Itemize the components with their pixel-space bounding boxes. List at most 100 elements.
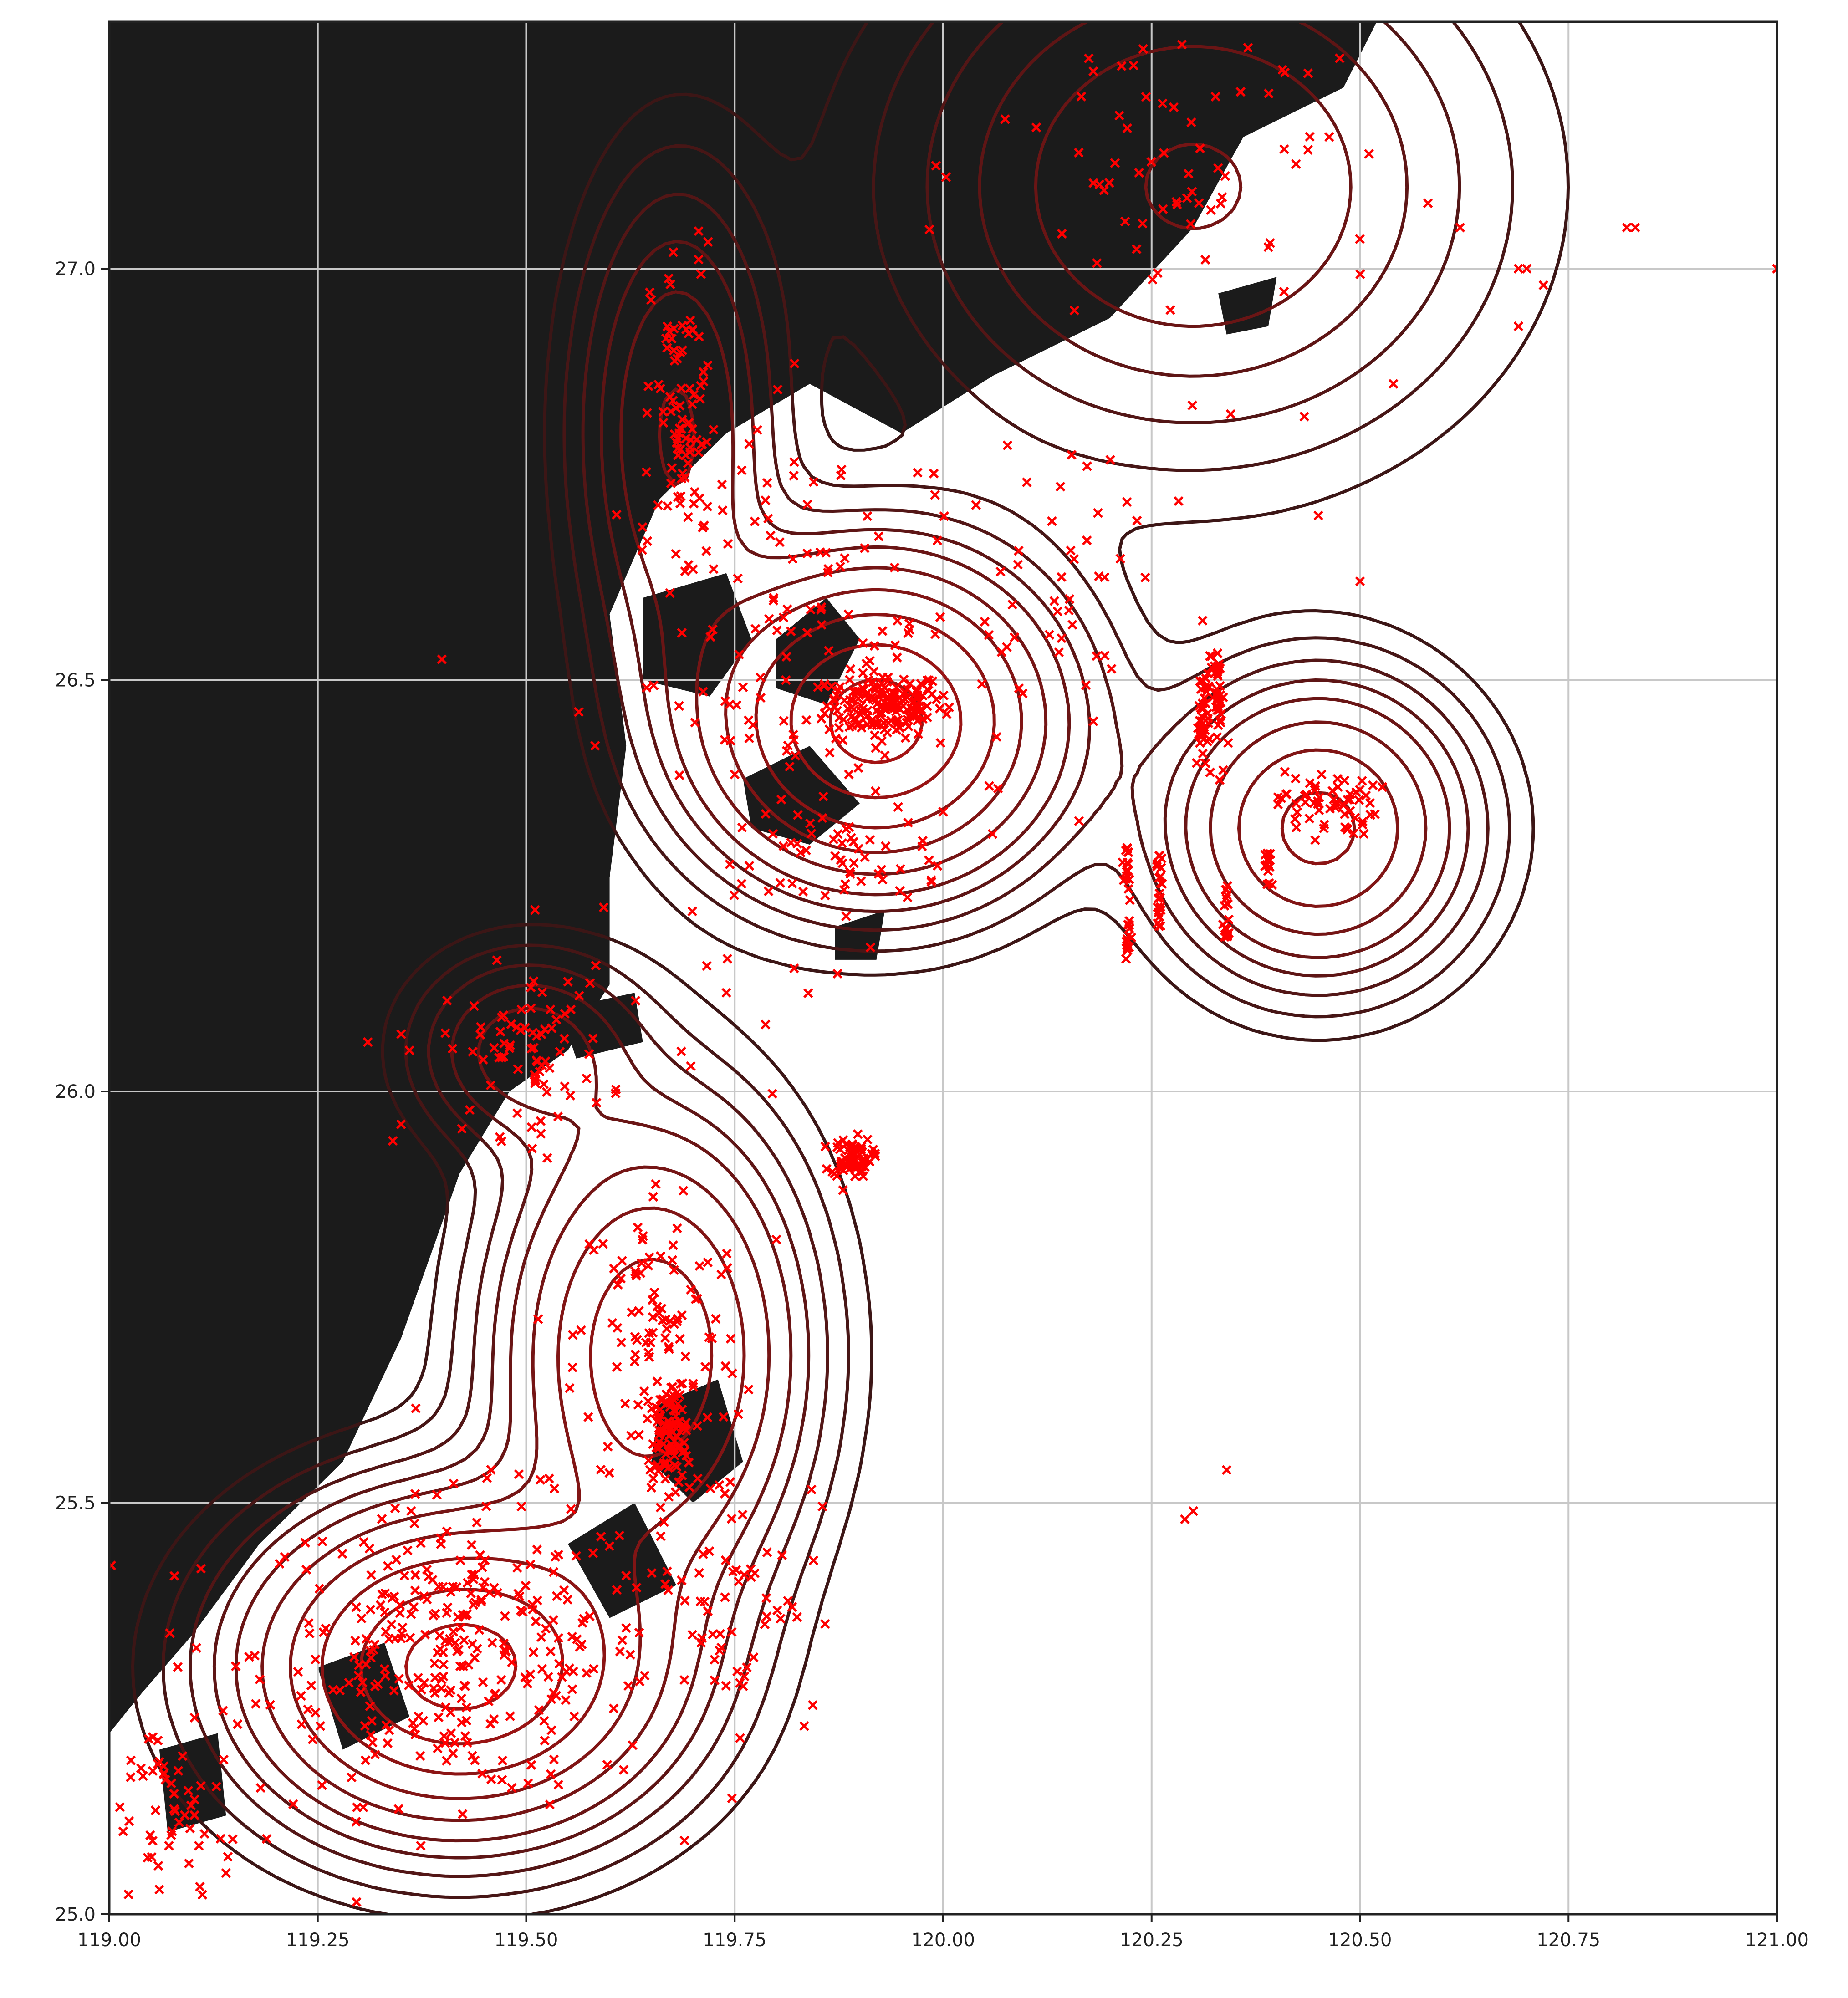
observation-point [1299, 412, 1309, 422]
observation-point [485, 1080, 496, 1091]
observation-point [669, 1436, 679, 1446]
observation-point [732, 1666, 742, 1677]
observation-point [761, 1593, 771, 1603]
observation-point [848, 1162, 858, 1172]
observation-point [1210, 92, 1220, 102]
observation-point [560, 1009, 570, 1019]
observation-point [684, 418, 694, 428]
observation-point [873, 531, 884, 541]
observation-point [703, 360, 713, 370]
observation-point [932, 861, 943, 871]
density-contour-layer [131, 22, 1570, 1914]
observation-point [403, 1680, 414, 1691]
observation-point [720, 1592, 730, 1602]
observation-point [723, 539, 733, 549]
observation-point [486, 1774, 496, 1784]
observation-point [623, 1681, 633, 1691]
observation-point [655, 1251, 666, 1261]
observation-point [507, 1657, 517, 1667]
observation-point [516, 1606, 526, 1616]
observation-point [838, 714, 849, 724]
observation-point [516, 1004, 526, 1014]
observation-point [1122, 844, 1133, 854]
observation-point [669, 1451, 679, 1461]
x-tick-label-8: 121.00 [1745, 1930, 1809, 1951]
observation-point [1365, 798, 1375, 808]
observation-point [673, 1314, 683, 1324]
observation-point [737, 822, 747, 833]
observation-point [194, 1840, 204, 1851]
observation-point [844, 769, 854, 780]
observation-point [293, 1667, 303, 1677]
observation-point [1194, 198, 1204, 208]
observation-point [280, 1552, 290, 1562]
observation-point [820, 708, 830, 719]
observation-point [1358, 820, 1368, 830]
observation-point [1009, 632, 1020, 642]
island-8 [1218, 277, 1277, 335]
observation-point [553, 1111, 563, 1121]
observation-point [397, 1622, 408, 1633]
observation-point [807, 1700, 818, 1710]
observation-point [1154, 903, 1164, 914]
observation-point [720, 734, 730, 745]
observation-point [725, 1477, 735, 1487]
density-contour-1 [161, 22, 1514, 1899]
observation-point [476, 1596, 486, 1606]
observation-point [1215, 715, 1225, 725]
observation-point [265, 1700, 276, 1710]
observation-point [525, 1560, 536, 1570]
observation-point [158, 1761, 169, 1771]
observation-point [617, 1256, 627, 1266]
observation-point [1148, 275, 1158, 285]
observation-point [1158, 204, 1168, 214]
observation-point [786, 626, 796, 637]
observation-point [555, 1047, 565, 1057]
observation-point [702, 961, 712, 971]
observation-point [681, 1451, 691, 1461]
observation-point [714, 1480, 725, 1490]
observation-point [789, 963, 799, 974]
observation-point [125, 1772, 136, 1782]
observation-point [563, 977, 573, 987]
observation-point [902, 692, 912, 702]
observation-point [1264, 878, 1274, 888]
observation-point [878, 875, 888, 885]
observation-point [679, 1675, 689, 1685]
observation-point [455, 1623, 465, 1633]
observation-point [223, 1852, 233, 1862]
observation-point [535, 1475, 546, 1485]
observation-point [1305, 132, 1315, 142]
observation-point [1265, 849, 1275, 859]
observation-point [592, 1098, 602, 1108]
observation-point [377, 1514, 387, 1524]
observation-point [383, 1561, 393, 1571]
observation-point [725, 859, 735, 870]
observation-point [839, 695, 850, 706]
observation-point [689, 390, 699, 400]
observation-point [551, 1691, 562, 1701]
observation-point [1169, 102, 1179, 112]
observation-point [404, 1045, 414, 1055]
observation-point [1122, 865, 1132, 875]
observation-point [466, 1588, 476, 1599]
observation-point [189, 1810, 199, 1820]
observation-point [662, 1566, 672, 1576]
observation-point [596, 1531, 606, 1542]
observation-point [776, 795, 786, 805]
observation-point [764, 614, 774, 624]
observation-point [694, 255, 704, 265]
observation-point [846, 712, 857, 722]
observation-point [718, 505, 728, 515]
observation-point [750, 624, 761, 634]
observation-point [416, 1685, 426, 1695]
observation-point [525, 1669, 536, 1679]
observation-point [637, 1258, 647, 1268]
observation-point [604, 1468, 614, 1478]
observation-point [351, 1602, 361, 1612]
observation-point [662, 343, 672, 353]
observation-point [153, 1860, 163, 1871]
observation-point [694, 493, 705, 503]
observation-point [708, 624, 718, 635]
observation-point [1213, 671, 1223, 681]
